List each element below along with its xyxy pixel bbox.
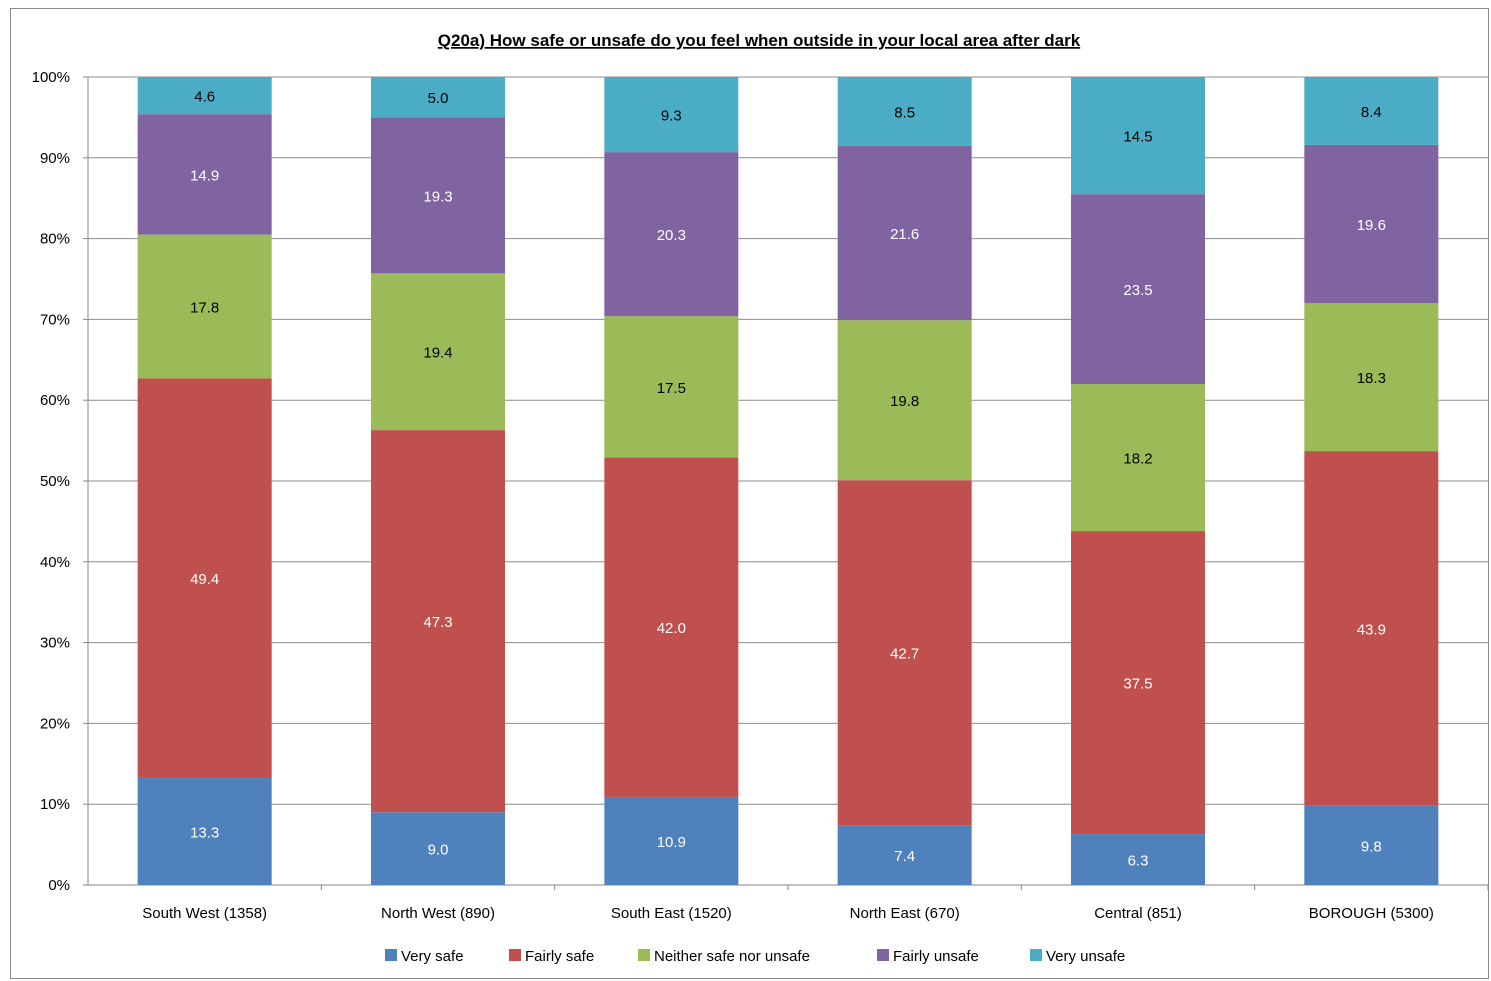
chart-title: Q20a) How safe or unsafe do you feel whe…	[438, 31, 1081, 50]
bar-segment	[137, 234, 272, 379]
category-label: North East (670)	[850, 905, 960, 922]
data-label: 19.8	[890, 393, 919, 410]
data-label: 47.3	[423, 614, 452, 631]
bar-segment	[837, 77, 972, 146]
bar-segment	[604, 457, 739, 797]
data-label: 18.3	[1357, 370, 1386, 387]
bar-segment	[1071, 384, 1205, 532]
legend-label: Fairly unsafe	[893, 948, 979, 965]
legend-label: Very unsafe	[1046, 948, 1125, 965]
y-tick-label: 60%	[40, 392, 70, 409]
bar-segment	[1304, 303, 1439, 452]
data-label: 8.4	[1361, 104, 1382, 121]
bar-segment	[371, 77, 505, 118]
bar-segment	[1304, 805, 1439, 885]
bar-segment	[1304, 77, 1439, 145]
y-tick-label: 80%	[40, 231, 70, 248]
legend-swatch	[1030, 949, 1042, 961]
x-axis: South West (1358) North West (890) South E…	[142, 885, 1489, 922]
data-label: 18.2	[1123, 451, 1152, 468]
y-tick-label: 50%	[40, 473, 70, 490]
bar-segment	[604, 796, 739, 885]
data-label: 19.3	[423, 188, 452, 205]
y-tick-label: 10%	[40, 796, 70, 813]
bar-segment	[1071, 834, 1205, 885]
y-tick-label: 40%	[40, 554, 70, 571]
legend-swatch	[877, 949, 889, 961]
legend-swatch	[509, 949, 521, 961]
data-label: 17.8	[190, 299, 219, 316]
category-label: BOROUGH (5300)	[1309, 905, 1434, 922]
data-label: 5.0	[428, 90, 449, 107]
legend-label: Very safe	[401, 948, 464, 965]
y-tick-label: 90%	[40, 150, 70, 167]
data-label: 21.6	[890, 226, 919, 243]
legend-label: Neither safe nor unsafe	[654, 948, 810, 965]
bar-segment	[604, 77, 739, 153]
bar-segment	[1304, 144, 1439, 304]
category-label: North West (890)	[381, 905, 495, 922]
bar-segment	[1071, 531, 1205, 835]
y-tick-label: 70%	[40, 311, 70, 328]
data-label: 19.4	[423, 345, 452, 362]
data-label: 14.9	[190, 167, 219, 184]
y-tick-label: 30%	[40, 635, 70, 652]
bar-segment	[604, 152, 739, 317]
bar-segment	[137, 378, 272, 778]
data-label: 9.3	[661, 108, 682, 125]
legend: Very safe Fairly safe Neither safe nor uns…	[385, 948, 1125, 965]
bars: 13.3 49.4 17.8 14.9 4.6 9.0 47.3 19.4 19.3 5.0 10.…	[137, 77, 1439, 885]
legend-swatch	[385, 949, 397, 961]
data-label: 6.3	[1128, 853, 1149, 870]
data-label: 17.5	[657, 380, 686, 397]
bar-segment	[604, 316, 739, 458]
legend-label: Fairly safe	[525, 948, 594, 965]
data-label: 13.3	[190, 824, 219, 841]
bar-segment	[137, 777, 272, 885]
y-tick-label: 20%	[40, 715, 70, 732]
data-label: 9.8	[1361, 838, 1382, 855]
bar-segment	[837, 825, 972, 885]
bar-segment	[837, 320, 972, 481]
data-label: 4.6	[194, 89, 215, 106]
data-label: 37.5	[1123, 676, 1152, 693]
data-label: 42.7	[890, 646, 919, 663]
bar-segment	[1071, 194, 1205, 385]
data-label: 23.5	[1123, 282, 1152, 299]
y-tick-label: 100%	[32, 69, 70, 86]
bar-segment	[137, 114, 272, 235]
data-label: 10.9	[657, 834, 686, 851]
category-label: Central (851)	[1094, 905, 1182, 922]
bar-segment	[837, 480, 972, 826]
data-label: 43.9	[1357, 621, 1386, 638]
data-label: 8.5	[894, 104, 915, 121]
data-label: 20.3	[657, 227, 686, 244]
bar-segment	[371, 273, 505, 431]
y-tick-label: 0%	[48, 877, 70, 894]
data-label: 19.6	[1357, 217, 1386, 234]
legend-swatch	[638, 949, 650, 961]
bar-segment	[1304, 451, 1439, 806]
data-label: 9.0	[428, 842, 449, 859]
bar-segment	[1071, 77, 1205, 195]
data-label: 7.4	[894, 848, 915, 865]
data-label: 49.4	[190, 571, 219, 588]
data-label: 14.5	[1123, 129, 1152, 146]
y-axis: 0% 10% 20% 30% 40% 50% 60% 70% 80% 90% 100%	[32, 69, 89, 894]
bar-segment	[371, 117, 505, 274]
bar-segment	[837, 145, 972, 321]
category-label: South West (1358)	[142, 905, 267, 922]
gridlines	[88, 76, 1488, 886]
bar-segment	[371, 812, 505, 885]
bar-segment	[137, 77, 272, 115]
bar-segment	[371, 430, 505, 813]
category-label: South East (1520)	[611, 905, 732, 922]
data-label: 42.0	[657, 620, 686, 637]
